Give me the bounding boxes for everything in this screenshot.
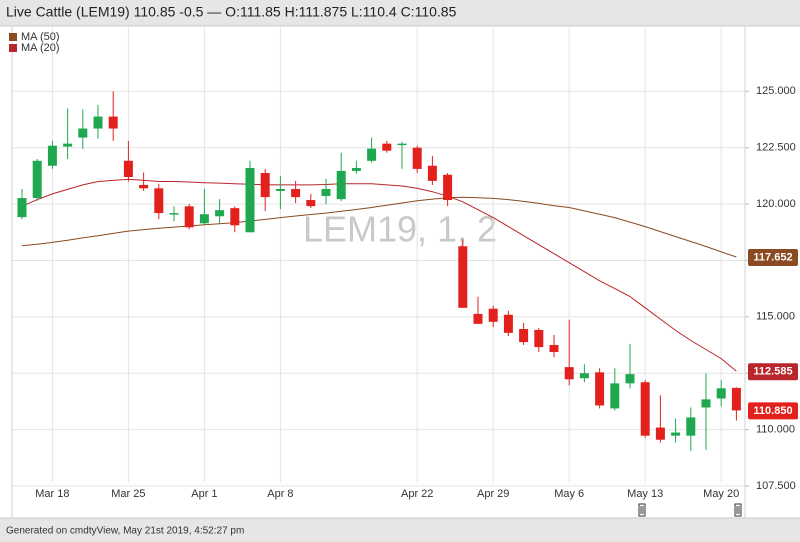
candle-body <box>579 373 589 379</box>
candle-body <box>473 313 483 324</box>
y-tick-label: 107.500 <box>756 480 796 492</box>
y-tick-label: 122.500 <box>756 142 796 154</box>
x-tick-label: Apr 22 <box>401 488 433 500</box>
candle-body <box>595 372 605 406</box>
series-last-value: 112.585 <box>753 366 792 378</box>
last-price-label-box <box>748 402 798 420</box>
candle-body <box>443 174 453 201</box>
candle-body <box>671 432 681 436</box>
candle-body <box>655 427 665 440</box>
series-last-value-box <box>748 363 798 381</box>
x-tick-label: May 13 <box>627 488 663 500</box>
event-icon <box>638 503 646 517</box>
ma-line <box>21 196 737 258</box>
candle-body <box>336 170 346 200</box>
footer-text: Generated on cmdtyView, May 21st 2019, 4… <box>6 526 244 537</box>
legend-label: MA (20) <box>21 42 60 54</box>
header-bar <box>0 0 800 26</box>
candle-body <box>640 382 650 436</box>
candle-body <box>610 383 620 409</box>
y-tick-label: 125.000 <box>756 85 796 97</box>
candle-body <box>351 168 361 171</box>
candle-body <box>260 172 270 198</box>
last-price-label: 110.850 <box>753 405 792 417</box>
x-tick-label: Apr 8 <box>267 488 293 500</box>
labels: 107.500110.000112.500115.000117.500120.0… <box>9 31 798 500</box>
x-tick-label: Apr 1 <box>191 488 217 500</box>
candle-body <box>154 188 164 214</box>
footer-bar <box>0 518 800 542</box>
candle-body <box>63 143 73 147</box>
candle-body <box>306 200 316 207</box>
candle-body <box>519 329 529 343</box>
candle-body <box>458 246 468 308</box>
x-tick-label: May 6 <box>554 488 584 500</box>
ma-line <box>21 178 737 372</box>
candle-body <box>139 184 149 189</box>
chart-title: Live Cattle (LEM19) 110.85 -0.5 — O:111.… <box>6 4 457 20</box>
candle-body <box>625 374 635 384</box>
candle-body <box>169 213 179 215</box>
x-tick-label: May 20 <box>703 488 739 500</box>
legend-label: MA (50) <box>21 31 60 43</box>
candle-body <box>199 214 209 224</box>
candle-body <box>686 417 696 436</box>
grid <box>12 27 749 487</box>
watermark: LEM19, 1, 2 <box>303 209 497 250</box>
candle-body <box>291 188 301 198</box>
candle-body <box>488 308 498 322</box>
legend-swatch <box>9 44 17 52</box>
candle-body <box>427 165 437 181</box>
series-last-value-box <box>748 249 798 267</box>
candle-body <box>47 145 57 166</box>
event-marker <box>638 503 742 517</box>
candle-body <box>32 160 42 198</box>
event-icon <box>734 503 742 517</box>
candle-body <box>184 206 194 228</box>
y-tick-label: 120.000 <box>756 198 796 210</box>
candle-body <box>382 143 392 151</box>
candle-body <box>397 143 407 146</box>
x-tick-label: Mar 18 <box>35 488 69 500</box>
x-tick-label: Apr 29 <box>477 488 509 500</box>
candle-body <box>564 367 574 380</box>
candle-body <box>534 329 544 348</box>
y-tick-label: 115.000 <box>756 311 795 323</box>
candle-body <box>716 388 726 399</box>
candle-body <box>93 116 103 129</box>
candle-body <box>321 188 331 196</box>
candle-body <box>17 197 27 218</box>
candle-body <box>245 168 255 233</box>
candle-body <box>78 128 88 138</box>
candle-body <box>275 188 285 192</box>
plot <box>17 91 741 451</box>
candle-body <box>215 210 225 217</box>
y-tick-label: 110.000 <box>756 423 795 435</box>
candle-body <box>412 147 422 169</box>
candle-body <box>108 116 118 129</box>
candle-body <box>701 399 711 408</box>
candle-body <box>367 148 377 161</box>
candle-body <box>549 345 559 353</box>
candle-body <box>503 314 513 333</box>
candle-body <box>230 208 240 226</box>
series-last-value: 117.652 <box>753 251 792 263</box>
candle-body <box>731 387 741 411</box>
candle-body <box>123 160 133 178</box>
legend-swatch <box>9 33 17 41</box>
x-tick-label: Mar 25 <box>111 488 145 500</box>
